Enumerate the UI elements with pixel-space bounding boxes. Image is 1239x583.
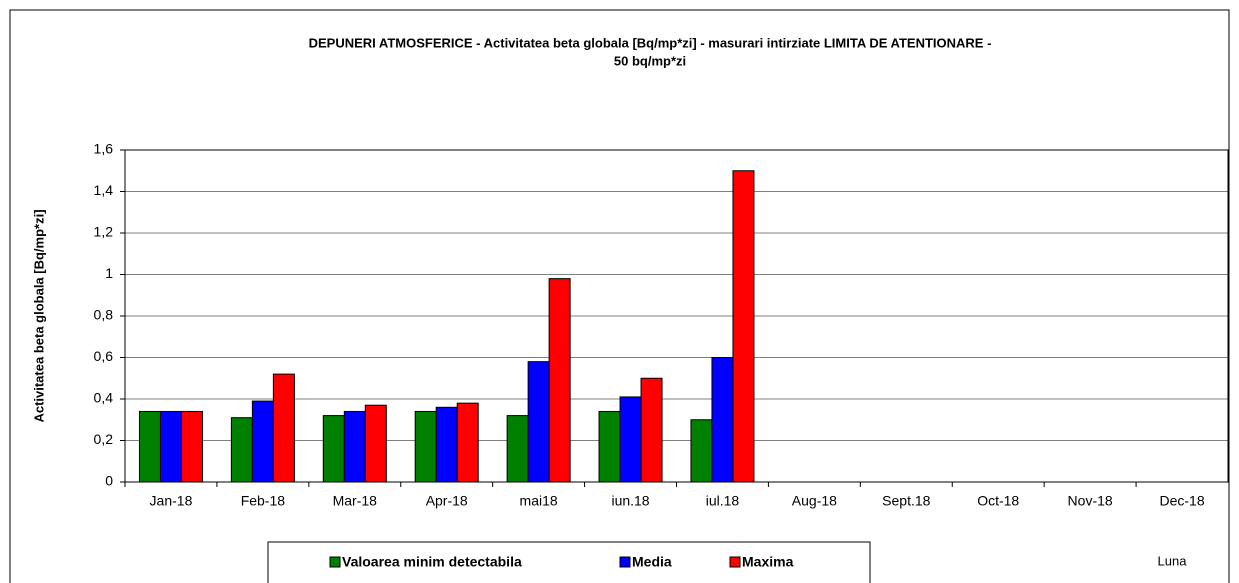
y-tick-label: 0 [105,473,113,489]
x-tick-label: Sept.18 [882,493,930,509]
y-tick-label: 1,2 [94,224,114,240]
legend-box [267,541,871,583]
x-axis-label: Luna [1158,553,1188,568]
bar [272,373,295,483]
bar [414,410,437,483]
x-tick-label: iun.18 [611,493,649,509]
x-tick-label: Nov-18 [1068,493,1113,509]
x-tick-label: Oct-18 [977,493,1019,509]
x-tick-label: Jan-18 [150,493,193,509]
bar [548,278,571,483]
x-tick-label: mai18 [520,493,558,509]
bar [343,410,366,483]
bar [732,170,755,483]
bar [364,404,387,483]
x-tick-label: Feb-18 [241,493,286,509]
chart-title: 50 bq/mp*zi [614,53,686,68]
x-tick-label: Dec-18 [1159,493,1204,509]
legend-label: Media [632,554,672,570]
y-tick-label: 0,8 [94,307,114,323]
x-tick-label: iul.18 [706,493,740,509]
bar [527,361,550,483]
x-tick-label: Apr-18 [426,493,468,509]
legend-swatch [729,556,741,568]
bar [506,415,529,483]
y-tick-label: 0,6 [94,348,114,364]
bar [456,402,479,483]
bar [230,417,253,483]
bar [619,396,642,483]
bar [180,410,203,483]
y-tick-label: 1 [105,265,113,281]
y-tick-label: 0,4 [94,390,114,406]
y-tick-label: 1,4 [94,182,114,198]
bar [138,410,161,483]
bar [640,377,663,483]
bar [435,406,458,483]
bar [711,357,734,483]
legend-label: Maxima [742,554,794,570]
y-axis-label: Activitatea beta globala [Bq/mp*zi] [31,209,46,422]
legend-label: Valoarea minim detectabila [342,554,522,570]
bar [322,415,345,483]
bar [251,400,274,483]
x-tick-label: Aug-18 [792,493,837,509]
legend-swatch [619,556,631,568]
x-tick-label: Mar-18 [333,493,378,509]
y-tick-label: 0,2 [94,431,114,447]
legend-swatch [329,556,341,568]
chart-title: DEPUNERI ATMOSFERICE - Activitatea beta … [309,35,992,50]
bar [159,410,182,483]
y-tick-label: 1,6 [94,141,114,157]
bar [690,419,713,483]
bar [598,410,621,483]
